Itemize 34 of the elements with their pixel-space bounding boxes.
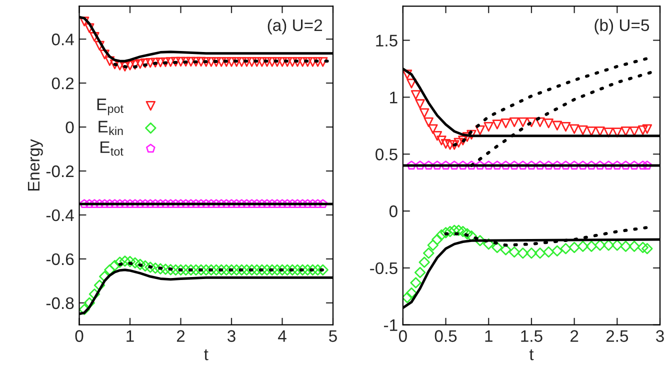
legend-label: E$_{kin}$ — [98, 120, 123, 136]
legend-label: E$_{tot}$ — [100, 141, 124, 156]
x-tick-label: 2 — [570, 330, 578, 342]
x-tick-label: 0.5 — [434, 330, 457, 342]
legend-label: E$_{pot}$ — [97, 98, 124, 116]
y-tick-label: 0 — [66, 121, 74, 134]
text: (a) U=2 — [268, 18, 322, 34]
x-axis-title: t — [529, 349, 534, 360]
x-tick-label: 0 — [75, 330, 84, 342]
x-tick-label: 3 — [228, 330, 236, 342]
y-tick-label: -0.8 — [46, 297, 74, 310]
y-tick-label: 0.4 — [52, 34, 74, 46]
y-tick-label: -0.5 — [370, 262, 398, 274]
y-tick-label: 1.5 — [376, 34, 398, 46]
y-tick-label: -0.2 — [46, 165, 74, 178]
x-tick-label: 3 — [656, 330, 664, 342]
y-tick-label: -1 — [384, 319, 398, 331]
x-tick-label: 2.5 — [606, 330, 628, 342]
x-tick-label: 1 — [126, 330, 134, 342]
y-tick-label: 1 — [390, 92, 398, 104]
y-tick-label: -0.4 — [46, 209, 74, 222]
x-tick-label: 1.5 — [521, 330, 542, 342]
x-tick-label: 1 — [485, 330, 492, 342]
y-axis-title: Energy — [28, 139, 43, 191]
x-tick-label: 5 — [329, 330, 337, 342]
x-tick-label: 0 — [398, 330, 407, 342]
x-axis-title: t — [204, 349, 208, 360]
x-tick-label: 4 — [278, 330, 286, 342]
y-tick-label: 0.5 — [376, 148, 398, 160]
y-tick-label: -0.6 — [46, 253, 74, 266]
y-tick-label: 0.2 — [52, 77, 74, 90]
text: (b) U=5 — [594, 18, 650, 34]
y-tick-label: 0 — [389, 205, 398, 218]
x-tick-label: 2 — [176, 330, 185, 342]
